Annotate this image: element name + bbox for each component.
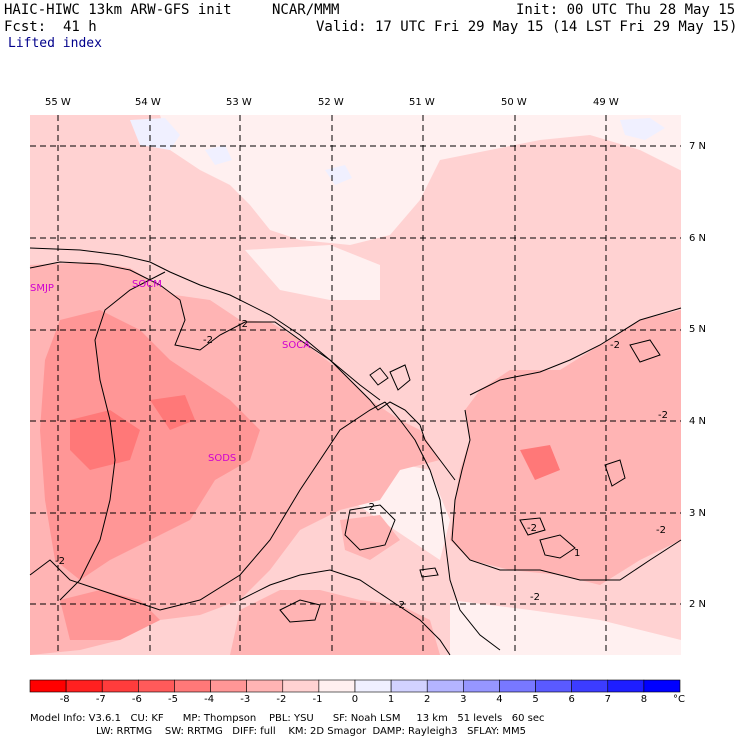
- colorbar-label: 0: [351, 694, 359, 705]
- colorbar-cell: [643, 679, 681, 693]
- fill-core-west2: [60, 590, 160, 640]
- lon-label: 51 W: [409, 97, 435, 108]
- contour-label: -2: [55, 556, 65, 567]
- colorbar-cell: [354, 679, 392, 693]
- lon-label: 52 W: [318, 97, 344, 108]
- contour-label: -2: [656, 525, 666, 536]
- colorbar-cell: [318, 679, 356, 693]
- colorbar-cell: [463, 679, 500, 693]
- colorbar-label: 4: [496, 694, 503, 705]
- model-title: HAIC-HIWC 13km ARW-GFS init: [4, 2, 232, 18]
- colorbar-label: -7: [95, 694, 106, 705]
- colorbar-cell: [282, 679, 320, 693]
- lon-label: 54 W: [135, 97, 161, 108]
- colorbar-cell: [390, 679, 428, 693]
- colorbar-unit: °C: [673, 694, 685, 705]
- organization-label: NCAR/MMM: [272, 2, 340, 18]
- colorbar-label: -8: [59, 694, 70, 705]
- colorbar: [29, 679, 681, 693]
- lon-label: 55 W: [45, 97, 71, 108]
- model-info-line2: LW: RRTMG SW: RRTMG DIFF: full KM: 2D Sm…: [96, 726, 526, 737]
- colorbar-label: 8: [640, 694, 648, 705]
- contour-label: -2: [610, 340, 620, 351]
- fill-light-north: [160, 115, 681, 245]
- fill-spot1: [70, 410, 140, 470]
- forecast-hour: Fcst: 41 h: [4, 19, 97, 35]
- colorbar-label: 2: [424, 694, 431, 705]
- station-label: SOCM: [132, 279, 162, 290]
- contour-lines: [29, 261, 682, 656]
- colorbar-label: -4: [204, 694, 215, 705]
- valid-time: Valid: 17 UTC Fri 29 May 15 (14 LST Fri …: [316, 19, 738, 35]
- fill-lightblue-2: [620, 118, 665, 140]
- lat-label: 6 N: [689, 233, 707, 244]
- contour-label: -2: [203, 335, 213, 346]
- lat-label: 3 N: [689, 508, 707, 519]
- colorbar-label: -5: [168, 694, 179, 705]
- contour-label: -2: [395, 600, 405, 611]
- fill-spot3: [520, 445, 560, 480]
- colorbar-cell: [29, 679, 67, 693]
- colorbar-label: 7: [604, 694, 611, 705]
- station-label: SOCA: [282, 340, 311, 351]
- colorbar-label: -3: [240, 694, 251, 705]
- contour-label: -2: [527, 523, 537, 534]
- lat-lon-grid: [30, 115, 681, 655]
- lon-label: 53 W: [226, 97, 252, 108]
- fill-lightblue-1: [130, 118, 180, 150]
- contour-label: -2: [238, 319, 248, 330]
- fill-lightblue-4: [205, 145, 232, 165]
- lat-label: 7 N: [689, 141, 707, 152]
- contour-label: -2: [530, 592, 540, 603]
- station-label: SODS: [208, 453, 237, 464]
- colorbar-label: -2: [276, 694, 287, 705]
- init-time: Init: 00 UTC Thu 28 May 15: [516, 2, 736, 18]
- model-info-line1: Model Info: V3.6.1 CU: KF MP: Thompson P…: [30, 713, 545, 724]
- fill-dark-south: [230, 590, 440, 655]
- station-label: SMJP: [30, 283, 54, 294]
- lat-label: 4 N: [689, 416, 707, 427]
- colorbar-cell: [499, 679, 536, 693]
- colorbar-label: -1: [312, 694, 323, 705]
- border-guiana-brazil: [29, 401, 386, 611]
- colorbar-label: 3: [460, 694, 467, 705]
- colorbar-label: 5: [532, 694, 539, 705]
- colorbar-label: 6: [568, 694, 575, 705]
- fill-light-blob1: [245, 245, 380, 300]
- border-suriname-guiana: [59, 271, 166, 601]
- fill-light-corner: [450, 600, 681, 655]
- coast-amapa: [384, 401, 501, 651]
- colorbar-cell: [174, 679, 211, 693]
- colorbar-label: 1: [387, 694, 395, 705]
- lat-label: 2 N: [689, 599, 707, 610]
- colorbar-cell: [607, 679, 645, 693]
- colorbar-cell: [571, 679, 609, 693]
- colorbar-cell: [138, 679, 175, 693]
- colorbar-cell: [246, 679, 284, 693]
- coastline-borders: [29, 247, 501, 651]
- lat-label: 5 N: [689, 324, 707, 335]
- colorbar-label: -6: [131, 694, 142, 705]
- lon-label: 50 W: [501, 97, 527, 108]
- colorbar-cell: [426, 679, 464, 693]
- colorbar-cell: [65, 679, 103, 693]
- field-name: Lifted index: [8, 36, 102, 51]
- colorbar-cell: [210, 679, 247, 693]
- contour-label: -2: [658, 410, 668, 421]
- lon-label: 49 W: [593, 97, 619, 108]
- colorbar-cell: [535, 679, 572, 693]
- contour-label: -2: [365, 502, 375, 513]
- colorbar-cell: [101, 679, 139, 693]
- contour-label: 1: [574, 548, 581, 559]
- fill-dark-blob: [340, 515, 400, 560]
